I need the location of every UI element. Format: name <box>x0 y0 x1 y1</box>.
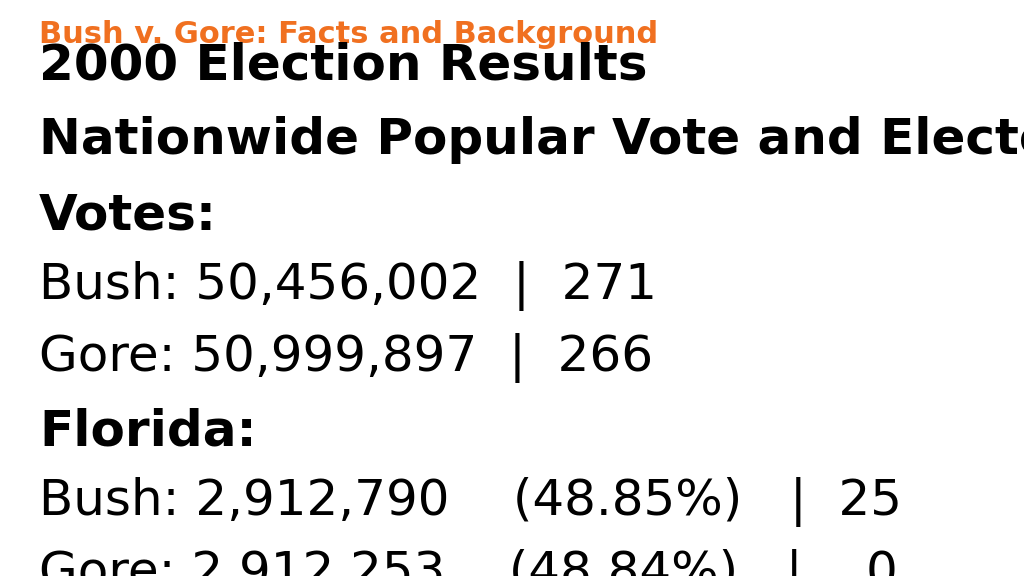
Text: Bush: 2,912,790    (48.85%)   |  25: Bush: 2,912,790 (48.85%) | 25 <box>39 477 902 527</box>
Text: Bush v. Gore: Facts and Background: Bush v. Gore: Facts and Background <box>39 20 658 49</box>
Text: Gore: 50,999,897  |  266: Gore: 50,999,897 | 266 <box>39 333 653 383</box>
Text: Nationwide Popular Vote and Electoral: Nationwide Popular Vote and Electoral <box>39 116 1024 164</box>
Text: Votes:: Votes: <box>39 191 217 239</box>
Text: 2000 Election Results: 2000 Election Results <box>39 41 647 89</box>
Text: Bush: 50,456,002  |  271: Bush: 50,456,002 | 271 <box>39 261 657 311</box>
Text: Florida:: Florida: <box>39 407 257 455</box>
Text: Gore: 2,912,253    (48.84%)   |    0: Gore: 2,912,253 (48.84%) | 0 <box>39 549 898 576</box>
